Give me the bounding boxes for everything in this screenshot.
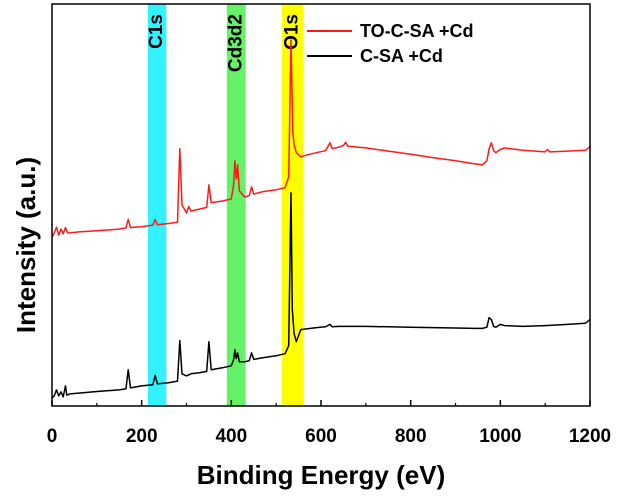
- series-lines: [51, 39, 591, 399]
- x-tick-label: 0: [47, 426, 58, 447]
- band-label-cd3d2: Cd3d2: [225, 14, 246, 72]
- series-line-c-sa-cd: [51, 192, 591, 399]
- x-tick-label: 1000: [479, 426, 521, 447]
- band-c1s: [147, 4, 167, 406]
- x-tick-label: 400: [215, 426, 247, 447]
- x-axis-ticks: [51, 400, 591, 406]
- legend: TO-C-SA +Cd C-SA +Cd: [307, 21, 474, 66]
- x-tick-label: 200: [126, 426, 158, 447]
- band-label-c1s: C1s: [146, 14, 167, 49]
- band-labels: C1s Cd3d2 O1s: [146, 14, 302, 72]
- band-o1s: [281, 4, 304, 406]
- series-line-to-c-sa-cd: [51, 39, 591, 238]
- x-axis-title: Binding Energy (eV): [197, 460, 445, 490]
- legend-label-to-c-sa-cd: TO-C-SA +Cd: [360, 21, 474, 41]
- plot-frame: [51, 3, 591, 407]
- highlight-bands: [147, 4, 304, 406]
- band-label-o1s: O1s: [282, 14, 303, 50]
- band-cd3d2: [226, 4, 246, 406]
- legend-label-c-sa-cd: C-SA +Cd: [360, 46, 443, 66]
- x-tick-label: 600: [305, 426, 337, 447]
- x-tick-label: 1200: [569, 426, 611, 447]
- x-axis-tick-labels: 0 200 400 600 800 1000 1200: [47, 426, 611, 447]
- x-tick-label: 800: [395, 426, 427, 447]
- y-axis-title: Intensity (a.u.): [11, 157, 41, 333]
